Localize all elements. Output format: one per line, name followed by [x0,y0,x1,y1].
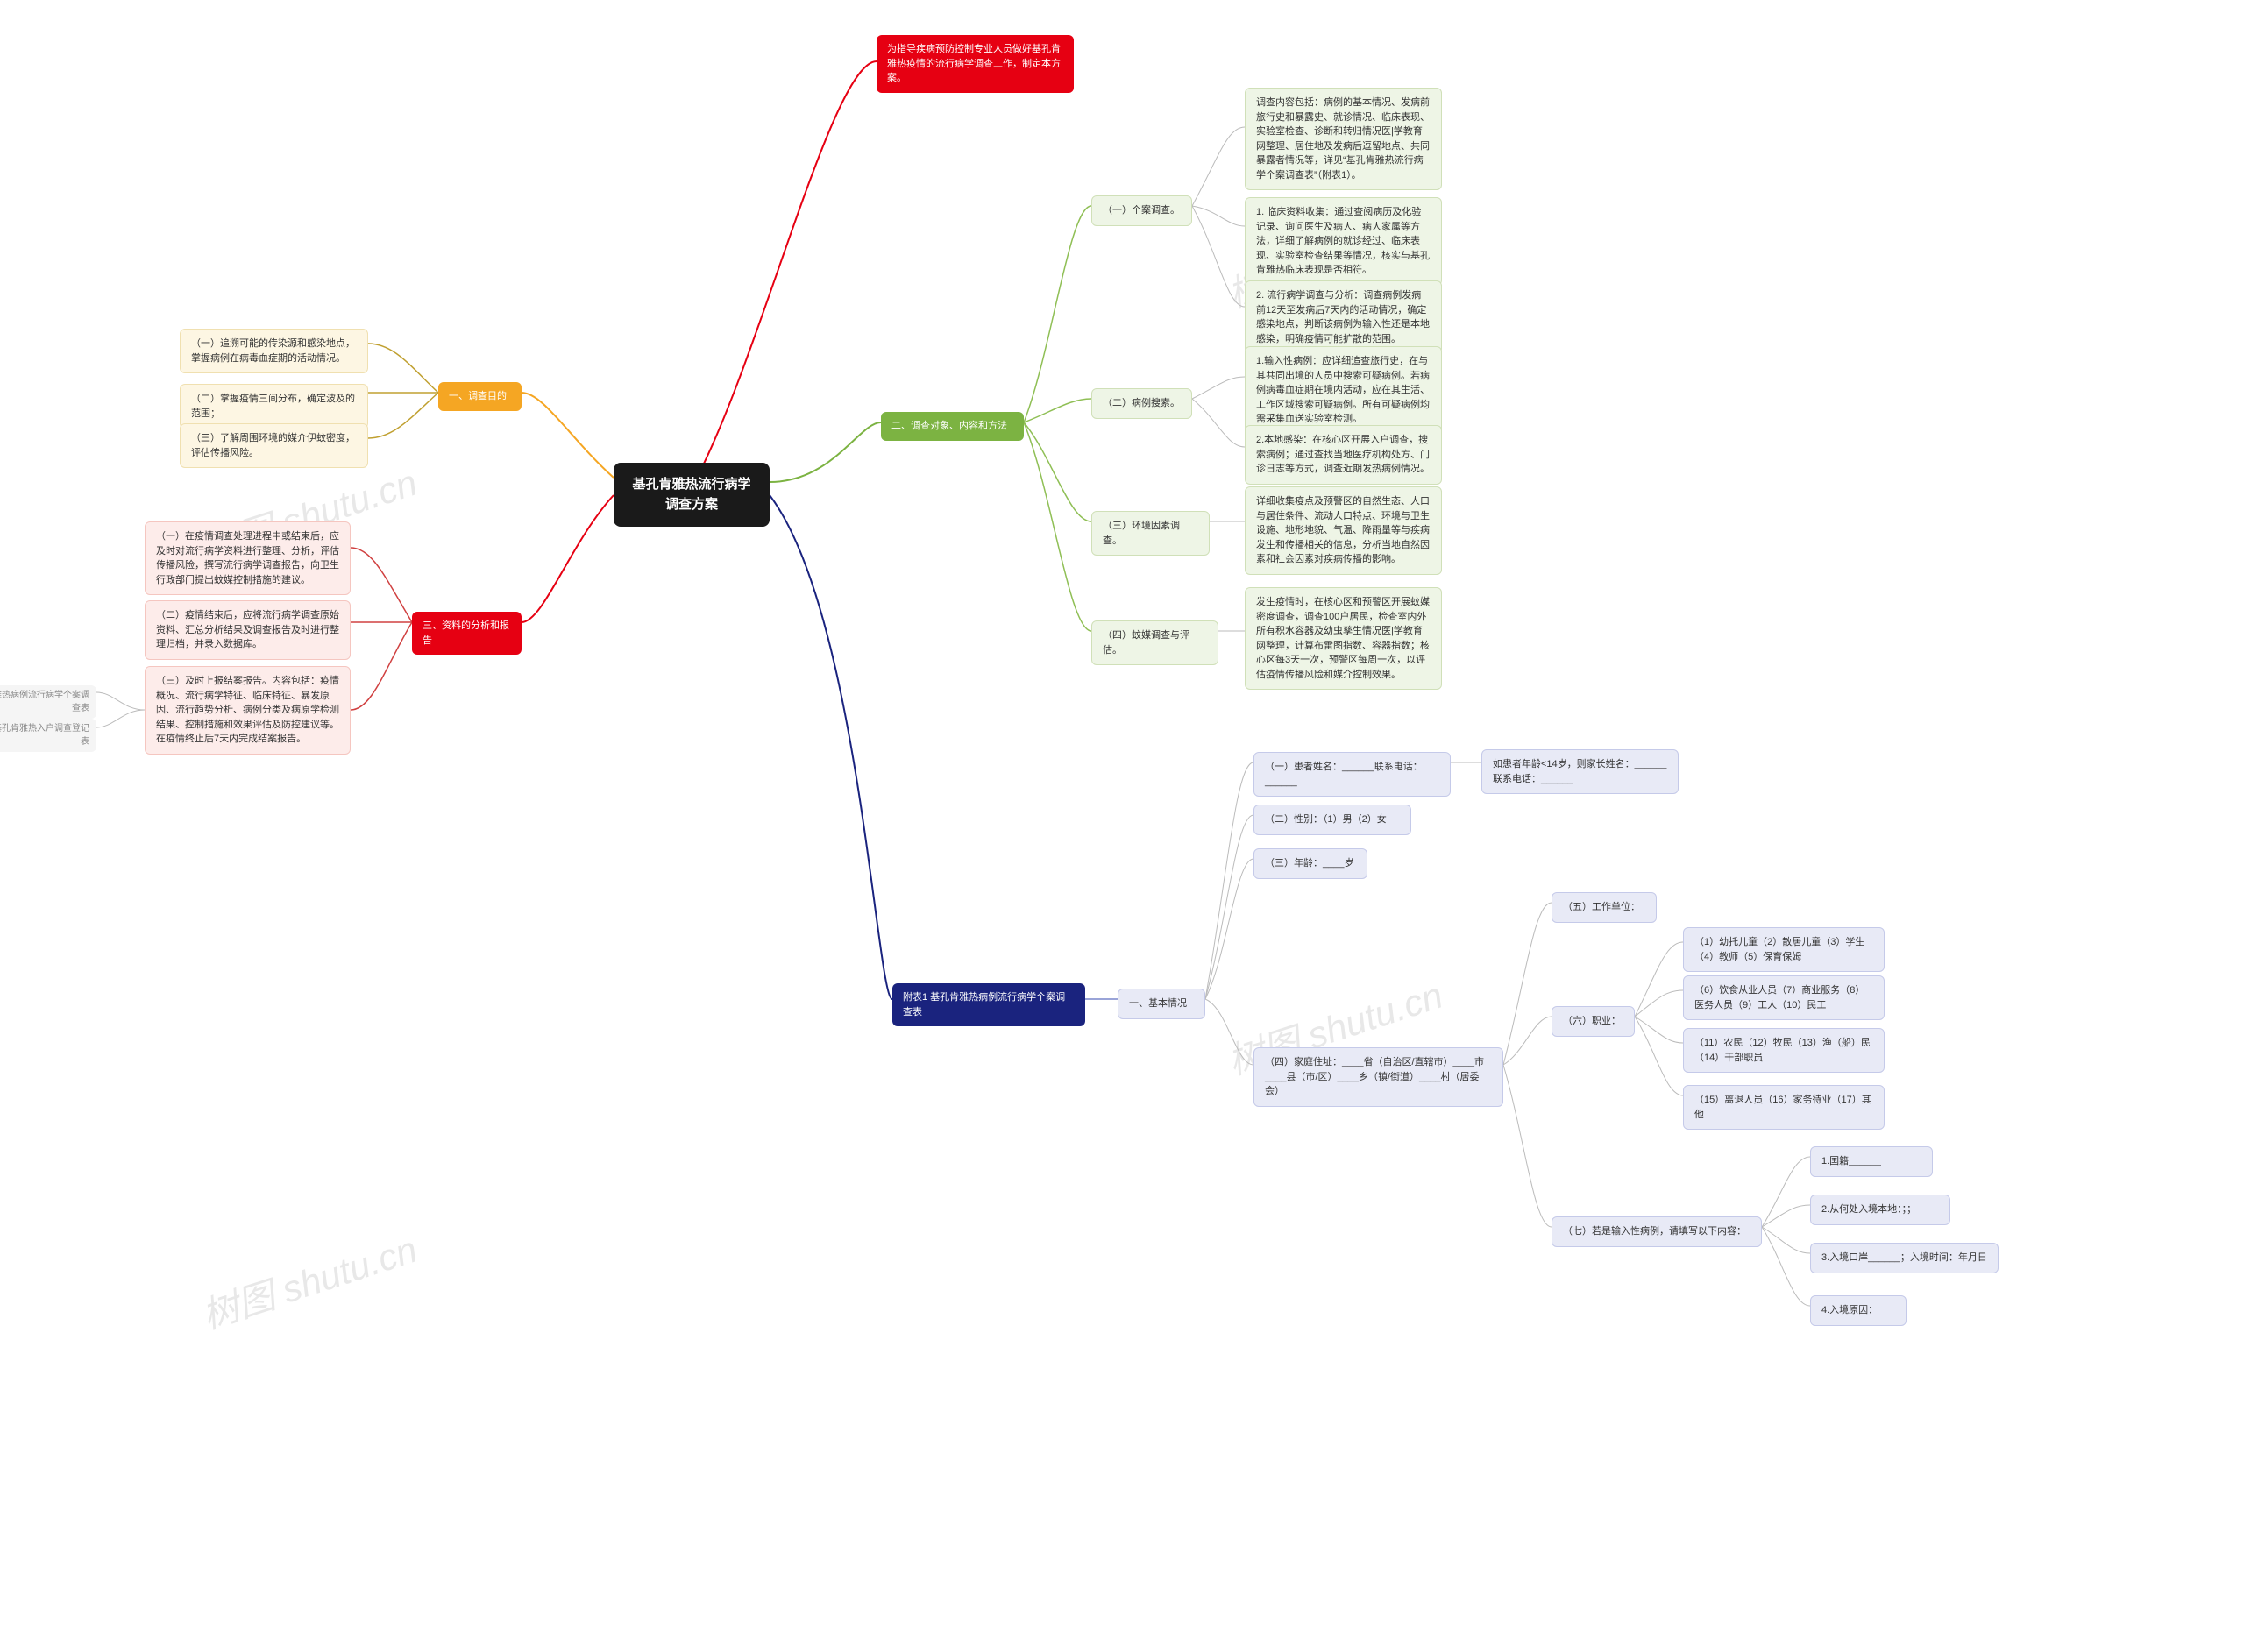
sec3-item-2: （三）及时上报结案报告。内容包括：疫情概况、流行病学特征、临床特征、暴发原因、流… [145,666,351,755]
sec3-att-0: 附表：1.基孔肯雅热病例流行病学个案调查表 [0,685,96,719]
appendix-f2: （二）性别：（1）男（2）女 [1253,805,1411,835]
sec1-item-1: （二）掌握疫情三间分布，确定波及的范围； [180,384,368,429]
appendix-f7opt-0: 1.国籍______ [1810,1146,1933,1177]
intro-node: 为指导疾病预防控制专业人员做好基孔肯雅热疫情的流行病学调查工作，制定本方案。 [877,35,1074,93]
appendix-f7opt-1: 2.从何处入境本地：；； [1810,1195,1950,1225]
appendix-title: 附表1 基孔肯雅热病例流行病学个案调查表 [892,983,1085,1026]
sec1-title: 一、调查目的 [438,382,522,411]
sec2-sub1-item-2: 2. 流行病学调查与分析：调查病例发病前12天至发病后7天内的活动情况，确定感染… [1245,280,1442,354]
sec3-att-1: 2.基孔肯雅热入户调查登记表 [0,719,96,752]
appendix-f7opt-2: 3.入境口岸______；入境时间：年月日 [1810,1243,1999,1273]
sec2-sub2-item-1: 2.本地感染：在核心区开展入户调查，搜索病例；通过查找当地医疗机构处方、门诊日志… [1245,425,1442,485]
sec2-sub2: （二）病例搜索。 [1091,388,1192,419]
sec1-item-0: （一）追溯可能的传染源和感染地点，掌握病例在病毒血症期的活动情况。 [180,329,368,373]
sec2-sub1: （一）个案调查。 [1091,195,1192,226]
sec2-sub1-item-1: 1. 临床资料收集：通过查阅病历及化验记录、询问医生及病人、病人家属等方法，详细… [1245,197,1442,286]
appendix-sub: 一、基本情况 [1118,989,1205,1019]
appendix-f6opt-0: （1）幼托儿童（2）散居儿童（3）学生（4）教师（5）保育保姆 [1683,927,1885,972]
appendix-f4: （四）家庭住址：____省（自治区/直辖市）____市____县（市/区）___… [1253,1047,1503,1107]
appendix-f6opt-1: （6）饮食从业人员（7）商业服务（8）医务人员（9）工人（10）民工 [1683,975,1885,1020]
appendix-f7opt-3: 4.入境原因： [1810,1295,1907,1326]
sec2-title: 二、调查对象、内容和方法 [881,412,1024,441]
sec3-item-0: （一）在疫情调查处理进程中或结束后，应及时对流行病学资料进行整理、分析，评估传播… [145,521,351,595]
appendix-f5: （五）工作单位： [1552,892,1657,923]
sec2-sub1-item-0: 调查内容包括：病例的基本情况、发病前旅行史和暴露史、就诊情况、临床表现、实验室检… [1245,88,1442,190]
appendix-f7: （七）若是输入性病例，请填写以下内容： [1552,1216,1762,1247]
sec2-sub3: （三）环境因素调查。 [1091,511,1210,556]
appendix-f3: （三）年龄：____岁 [1253,848,1367,879]
connector-lines [0,0,2244,1652]
sec3-item-1: （二）疫情结束后，应将流行病学调查原始资料、汇总分析结果及调查报告及时进行整理归… [145,600,351,660]
sec2-sub2-item-0: 1.输入性病例：应详细追查旅行史，在与其共同出境的人员中搜索可疑病例。若病例病毒… [1245,346,1442,435]
sec3-title: 三、资料的分析和报告 [412,612,522,655]
watermark: 树图 shutu.cn [195,1220,423,1340]
appendix-f6: （六）职业： [1552,1006,1635,1037]
appendix-f1note: 如患者年龄<14岁，则家长姓名：______联系电话：______ [1481,749,1679,794]
sec2-sub4-text: 发生疫情时，在核心区和预警区开展蚊媒密度调查，调查100户居民，检查室内外所有积… [1245,587,1442,690]
sec1-item-2: （三）了解周围环境的媒介伊蚊密度，评估传播风险。 [180,423,368,468]
appendix-f6opt-2: （11）农民（12）牧民（13）渔（船）民（14）干部职员 [1683,1028,1885,1073]
sec2-sub4: （四）蚊媒调查与评估。 [1091,620,1218,665]
appendix-f6opt-3: （15）离退人员（16）家务待业（17）其他 [1683,1085,1885,1130]
appendix-f1: （一）患者姓名：______联系电话：______ [1253,752,1451,797]
root-node: 基孔肯雅热流行病学调查方案 [614,463,770,527]
sec2-sub3-text: 详细收集疫点及预警区的自然生态、人口与居住条件、流动人口特点、环境与卫生设施、地… [1245,486,1442,575]
